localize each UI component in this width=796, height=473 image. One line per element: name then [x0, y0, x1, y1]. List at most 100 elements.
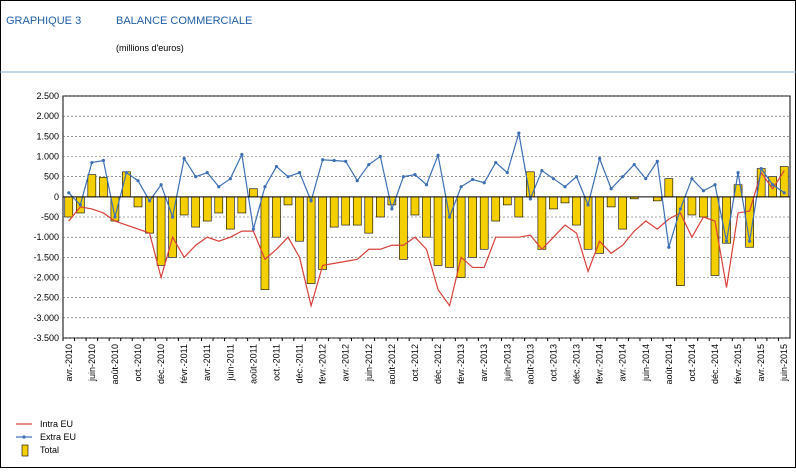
bar — [479, 196, 489, 250]
x-tick-label: avr.-2014 — [618, 344, 628, 382]
bar — [514, 196, 524, 218]
legend-marker — [22, 435, 26, 439]
marker — [90, 160, 94, 165]
marker — [401, 175, 406, 179]
x-tick-label: juin-2013 — [502, 344, 512, 382]
bar — [295, 196, 304, 242]
x-tick-label: oct.-2014 — [687, 344, 697, 382]
marker — [309, 199, 313, 203]
bar — [537, 196, 547, 250]
x-tick-label: avr.-2015 — [756, 344, 766, 382]
bar — [156, 196, 166, 266]
marker — [378, 154, 382, 159]
x-tick-label: févr.-2011 — [179, 344, 189, 383]
marker — [182, 156, 186, 161]
marker — [78, 203, 82, 207]
bar — [433, 196, 443, 266]
marker — [124, 171, 129, 175]
marker — [424, 183, 429, 187]
bar — [272, 196, 281, 238]
bar — [468, 196, 477, 258]
marker — [678, 207, 682, 211]
y-tick-label: 1.500 — [36, 131, 59, 141]
marker — [586, 203, 590, 207]
x-tick-label: août-2011 — [248, 344, 258, 384]
marker — [621, 175, 625, 179]
marker — [367, 162, 371, 167]
header-title: BALANCE COMMERCIALE — [116, 15, 252, 27]
bar — [260, 196, 270, 290]
marker — [297, 171, 302, 175]
bar — [560, 196, 570, 204]
marker — [447, 215, 452, 219]
marker — [205, 171, 209, 175]
marker — [355, 179, 359, 183]
bar — [226, 196, 235, 230]
y-tick-label: 1.000 — [36, 152, 59, 162]
x-tick-label: déc.-2011 — [295, 344, 305, 383]
x-tick-label: févr.-2013 — [456, 344, 466, 384]
x-tick-label: févr.-2015 — [733, 344, 743, 384]
marker — [632, 162, 636, 167]
bar — [87, 174, 97, 198]
header-subtitle: (millions d'euros) — [116, 43, 184, 53]
header-label: GRAPHIQUE 3 — [6, 15, 81, 27]
x-tick-label: avr.-2010 — [64, 344, 74, 382]
marker — [724, 239, 729, 243]
marker — [609, 187, 613, 191]
x-tick-label: oct.-2013 — [548, 344, 558, 382]
bar — [306, 196, 316, 284]
bar — [283, 196, 293, 206]
bar — [502, 196, 512, 206]
legend-swatch — [21, 444, 29, 457]
bar — [572, 196, 581, 226]
marker — [644, 177, 648, 181]
marker — [390, 207, 394, 211]
bar — [202, 196, 212, 222]
y-tick-label: -2.000 — [33, 273, 59, 283]
x-tick-label: juin-2011 — [225, 344, 235, 381]
marker — [667, 245, 671, 249]
bar — [687, 196, 697, 216]
y-tick-label: 2.000 — [36, 111, 59, 121]
x-tick-label: déc.-2010 — [156, 344, 166, 384]
marker — [274, 164, 279, 169]
marker — [240, 152, 244, 157]
marker — [574, 175, 579, 179]
x-tick-label: avr.-2013 — [479, 344, 489, 382]
x-tick-label: août-2014 — [664, 344, 674, 385]
marker — [344, 159, 348, 163]
bar — [445, 196, 454, 268]
x-tick-label: déc.-2014 — [710, 344, 720, 384]
bar — [699, 196, 708, 218]
x-tick-label: juin-2010 — [87, 344, 97, 382]
marker — [655, 159, 659, 163]
x-tick-label: déc.-2013 — [572, 344, 582, 384]
marker — [286, 175, 290, 179]
x-tick-label: déc.-2012 — [433, 344, 443, 384]
marker — [147, 199, 152, 203]
bar — [352, 196, 362, 226]
y-tick-label: -1.500 — [33, 252, 59, 262]
marker — [782, 191, 786, 195]
legend-label: Extra EU — [40, 432, 76, 442]
bar — [456, 196, 466, 278]
marker — [67, 191, 71, 195]
marker — [597, 156, 602, 161]
bar — [214, 196, 224, 214]
x-tick-label: oct.-2012 — [410, 344, 420, 382]
y-tick-label: 500 — [44, 172, 59, 182]
marker — [551, 177, 556, 181]
bar — [133, 196, 143, 208]
marker — [217, 185, 221, 189]
marker — [736, 171, 740, 175]
x-tick-label: oct.-2011 — [271, 344, 281, 381]
marker — [482, 181, 486, 185]
marker — [436, 153, 440, 157]
legend-label: Intra EU — [40, 419, 73, 429]
bar — [652, 196, 662, 202]
y-tick-label: -3.000 — [33, 313, 59, 323]
y-tick-label: -2.500 — [33, 293, 59, 303]
marker — [528, 197, 532, 201]
